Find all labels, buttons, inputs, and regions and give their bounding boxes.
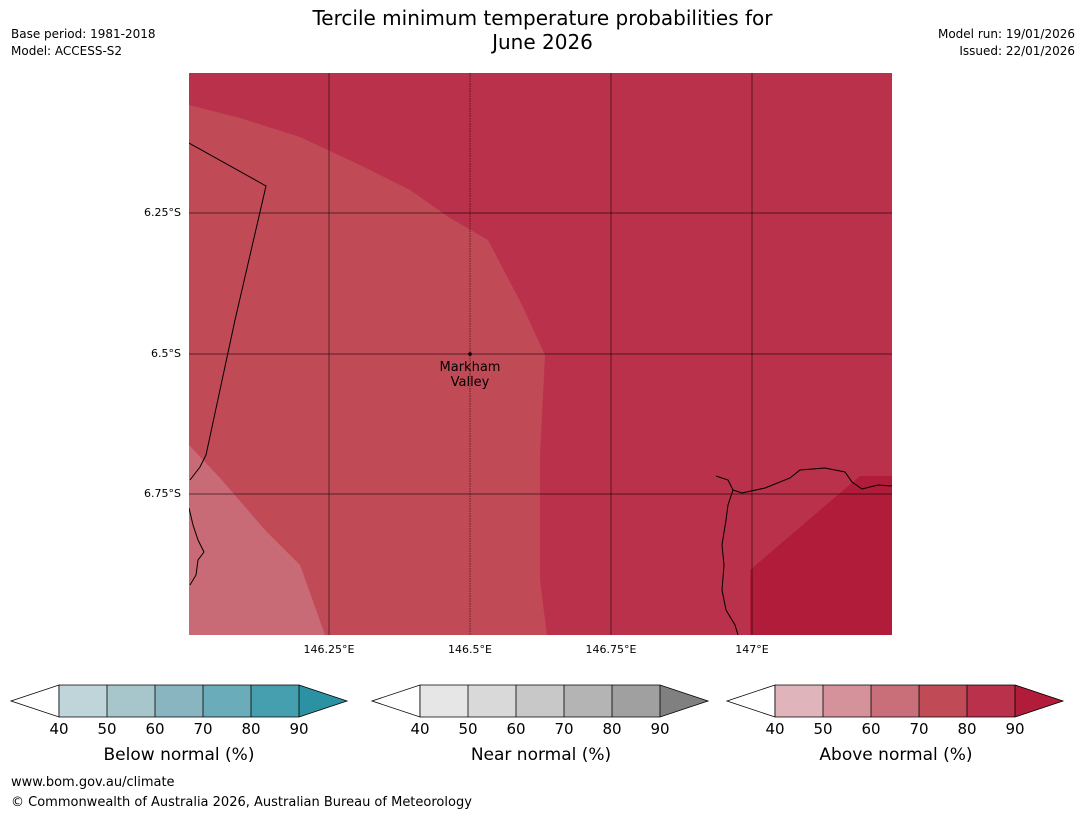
lat-tick-6-25: 6.25°S bbox=[144, 206, 181, 219]
cb0-min-arrow bbox=[9, 684, 60, 718]
colorbar-near-normal bbox=[370, 684, 710, 718]
footer-url: www.bom.gov.au/climate bbox=[11, 775, 175, 790]
cb1-tick-50: 50 bbox=[458, 720, 478, 738]
lon-tick-146-5: 146.5°E bbox=[448, 643, 492, 656]
cb1-max-arrow bbox=[660, 685, 708, 717]
location-name-line-1: Markham bbox=[439, 360, 501, 375]
cb1-seg-5 bbox=[612, 685, 660, 717]
lon-tick-146-75: 146.75°E bbox=[585, 643, 637, 656]
cb2-tick-60: 60 bbox=[861, 720, 881, 738]
cb0-seg-2 bbox=[107, 685, 155, 717]
cb1-seg-2 bbox=[468, 685, 516, 717]
cb0-tick-40: 40 bbox=[49, 720, 69, 738]
cb1-seg-1 bbox=[420, 685, 468, 717]
footer-copyright: © Commonwealth of Australia 2026, Austra… bbox=[11, 795, 472, 810]
graticule bbox=[189, 73, 892, 635]
cb2-seg-5 bbox=[967, 685, 1015, 717]
cb1-tick-60: 60 bbox=[506, 720, 526, 738]
region-60-70 bbox=[189, 445, 325, 635]
legend-label-near-normal: Near normal (%) bbox=[470, 745, 612, 765]
cb0-seg-4 bbox=[203, 685, 251, 717]
cb1-tick-90: 90 bbox=[650, 720, 670, 738]
cb2-tick-90: 90 bbox=[1005, 720, 1025, 738]
cb0-max-arrow bbox=[299, 685, 347, 717]
lat-tick-6-5: 6.5°S bbox=[151, 347, 181, 360]
legend-label-below-normal: Below normal (%) bbox=[103, 745, 255, 765]
location-label: Markham Valley bbox=[420, 360, 520, 390]
cb0-tick-50: 50 bbox=[97, 720, 117, 738]
colorbar-below-normal bbox=[9, 684, 349, 718]
meta-left: Base period: 1981-2018 Model: ACCESS-S2 bbox=[11, 26, 156, 60]
cb2-seg-2 bbox=[823, 685, 871, 717]
title-line-2: June 2026 bbox=[492, 30, 593, 54]
cb0-tick-60: 60 bbox=[145, 720, 165, 738]
cb0-seg-5 bbox=[251, 685, 299, 717]
region-70-80 bbox=[189, 105, 547, 635]
cb2-tick-50: 50 bbox=[813, 720, 833, 738]
cb2-tick-40: 40 bbox=[765, 720, 785, 738]
chart-title: Tercile minimum temperature probabilitie… bbox=[0, 6, 1085, 54]
region-90-plus bbox=[750, 476, 892, 635]
cb1-min-arrow bbox=[370, 684, 421, 718]
coastline bbox=[189, 142, 892, 635]
cb0-seg-3 bbox=[155, 685, 203, 717]
cb1-tick-80: 80 bbox=[602, 720, 622, 738]
title-line-1: Tercile minimum temperature probabilitie… bbox=[312, 6, 773, 30]
lon-tick-146-25: 146.25°E bbox=[303, 643, 355, 656]
cb2-min-arrow bbox=[725, 684, 776, 718]
cb0-tick-70: 70 bbox=[193, 720, 213, 738]
markham-valley-marker bbox=[468, 352, 472, 356]
cb1-tick-40: 40 bbox=[410, 720, 430, 738]
cb2-max-arrow bbox=[1015, 685, 1063, 717]
lat-tick-6-75: 6.75°S bbox=[144, 487, 181, 500]
location-name-line-2: Valley bbox=[450, 375, 490, 390]
cb2-tick-80: 80 bbox=[957, 720, 977, 738]
cb0-tick-80: 80 bbox=[241, 720, 261, 738]
cb1-seg-3 bbox=[516, 685, 564, 717]
meta-right: Model run: 19/01/2026 Issued: 22/01/2026 bbox=[938, 26, 1075, 60]
cb0-seg-1 bbox=[59, 685, 107, 717]
legend-label-above-normal: Above normal (%) bbox=[819, 745, 973, 765]
cb2-seg-3 bbox=[871, 685, 919, 717]
cb2-tick-70: 70 bbox=[909, 720, 929, 738]
cb2-seg-4 bbox=[919, 685, 967, 717]
model-name: Model: ACCESS-S2 bbox=[11, 44, 123, 58]
issued-date: Issued: 22/01/2026 bbox=[959, 44, 1075, 58]
base-period: Base period: 1981-2018 bbox=[11, 27, 156, 41]
lon-tick-147: 147°E bbox=[735, 643, 769, 656]
cb2-seg-1 bbox=[775, 685, 823, 717]
cb1-seg-4 bbox=[564, 685, 612, 717]
cb1-tick-70: 70 bbox=[554, 720, 574, 738]
model-run: Model run: 19/01/2026 bbox=[937, 27, 1075, 41]
cb0-tick-90: 90 bbox=[289, 720, 309, 738]
colorbar-above-normal bbox=[725, 684, 1065, 718]
